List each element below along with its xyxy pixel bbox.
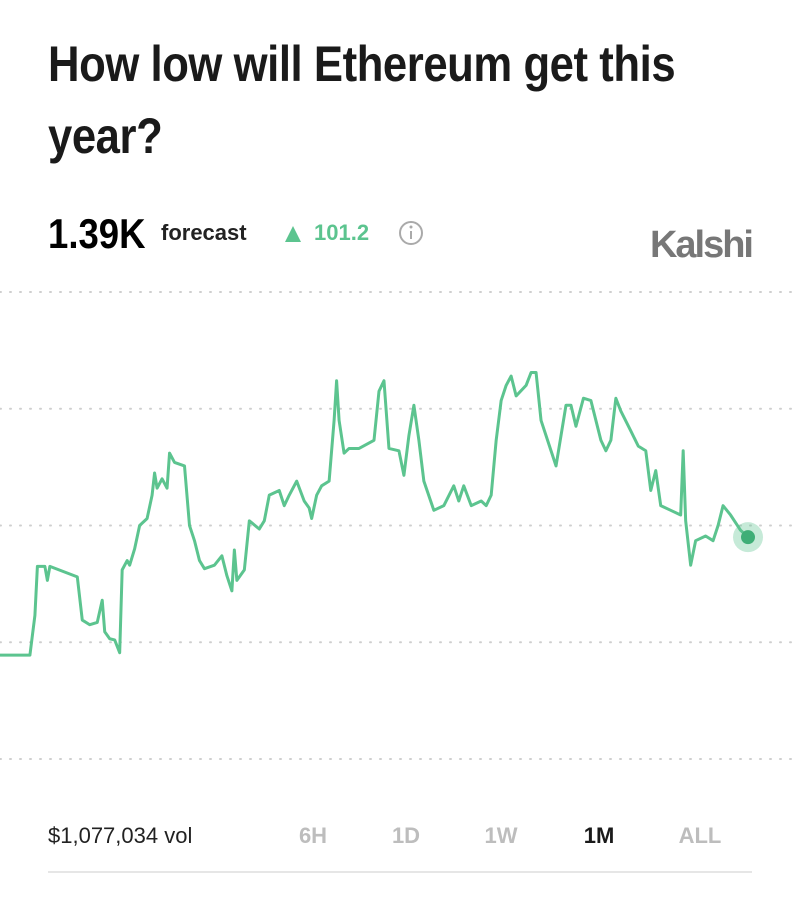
forecast-label: forecast [161,220,247,245]
up-arrow [285,226,301,242]
range-button[interactable]: 6H [299,823,327,848]
brand: Kalshi [650,224,752,266]
volume: $1,077,034 vol [48,823,192,848]
forecast-value: 1.39K [48,211,146,258]
range-button[interactable]: ALL [679,823,722,848]
info-icon[interactable] [399,221,423,245]
range-button[interactable]: 1M [584,823,615,848]
title: How low will Ethereum get this year? [48,36,676,164]
last-point [741,530,755,545]
price-line [0,371,750,657]
range-button[interactable]: 1D [392,823,420,848]
change: 101.2 [314,220,369,245]
range-button[interactable]: 1W [485,823,518,848]
